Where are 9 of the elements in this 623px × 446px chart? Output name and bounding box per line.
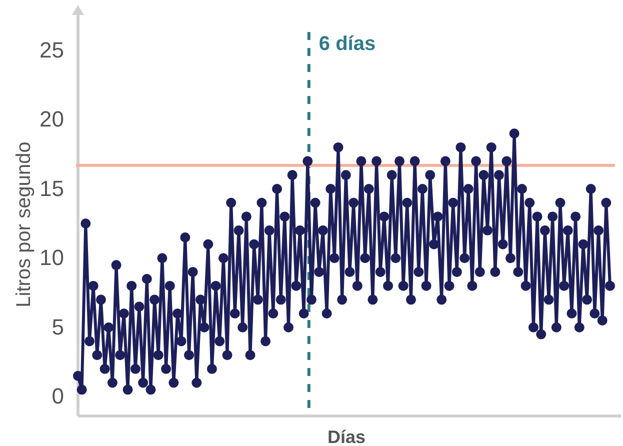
y-axis-title: Litros por segundo: [13, 142, 35, 308]
y-tick-label: 25: [40, 37, 64, 62]
y-tick-label: 15: [40, 176, 64, 201]
y-tick-label: 5: [52, 314, 64, 340]
y-tick-label: 20: [40, 106, 64, 132]
x-axis-title: Días: [327, 427, 366, 446]
y-tick-label: 0: [52, 384, 64, 409]
y-tick-label: 10: [40, 245, 64, 270]
annotation: 6 días: [318, 33, 376, 55]
